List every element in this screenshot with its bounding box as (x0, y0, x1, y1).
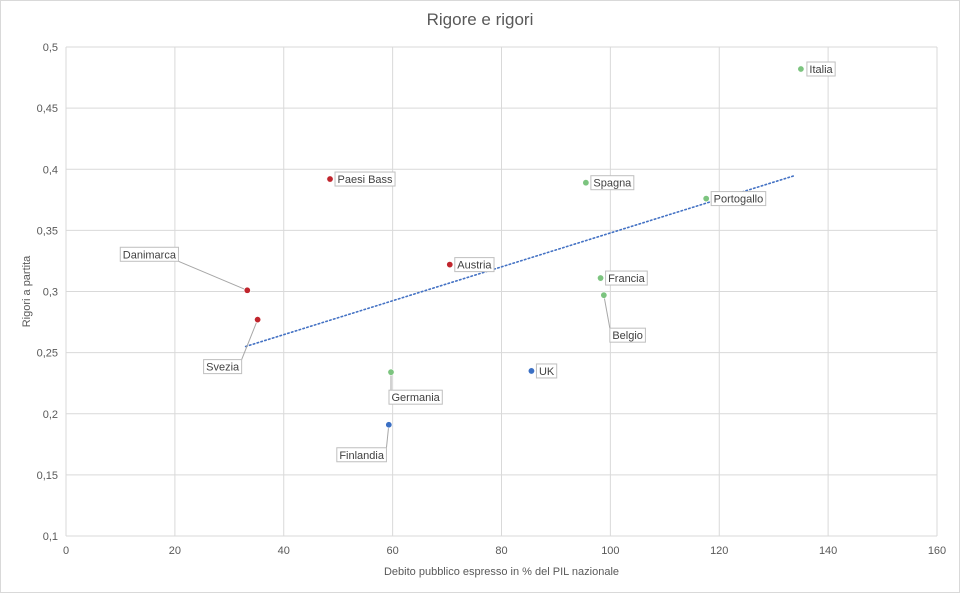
x-tick-label: 0 (63, 545, 69, 557)
data-label-box (388, 389, 443, 405)
data-label-box (119, 246, 179, 262)
data-label-box (609, 327, 646, 343)
y-tick-label: 0,2 (43, 409, 58, 421)
x-tick-label: 20 (169, 545, 181, 557)
x-tick-label: 80 (495, 545, 507, 557)
x-tick-label: 160 (928, 545, 946, 557)
y-tick-label: 0,1 (43, 531, 58, 543)
trend-line (244, 174, 797, 348)
data-label-box (806, 61, 836, 77)
data-label-box (336, 447, 387, 463)
data-label-box (535, 363, 558, 379)
leader-line (241, 319, 259, 360)
data-label: Spagna (593, 178, 632, 190)
y-tick-label: 0,5 (43, 42, 58, 54)
data-label: Paesi Bass (338, 174, 394, 186)
y-tick-label: 0,3 (43, 287, 58, 299)
y-tick-label: 0,15 (37, 470, 58, 482)
leader-line (178, 260, 248, 291)
data-point[interactable] (702, 195, 710, 203)
data-label: Italia (809, 64, 833, 76)
data-label: Belgio (612, 330, 643, 342)
x-tick-label: 120 (710, 545, 728, 557)
data-point[interactable] (527, 367, 535, 375)
leader-line (385, 424, 390, 448)
chart-title: Rigore e rigori (426, 10, 534, 29)
x-tick-label: 40 (278, 545, 290, 557)
data-label-box (454, 257, 495, 273)
data-label: Svezia (206, 362, 240, 374)
data-point[interactable] (385, 421, 393, 429)
x-tick-label: 60 (387, 545, 399, 557)
data-label: Austria (457, 260, 492, 272)
data-label: Portogallo (714, 194, 764, 206)
data-label-box (334, 171, 396, 187)
data-label: UK (539, 366, 555, 378)
data-point[interactable] (387, 368, 395, 376)
y-tick-label: 0,45 (37, 103, 58, 115)
data-point[interactable] (597, 274, 605, 282)
data-label: Finlandia (339, 450, 385, 462)
y-tick-label: 0,4 (43, 164, 58, 176)
data-label-box (590, 175, 635, 191)
data-label-box (605, 270, 648, 286)
leader-line (603, 295, 611, 329)
data-label: Francia (608, 273, 646, 285)
y-tick-label: 0,25 (37, 348, 58, 360)
data-label: Germania (391, 392, 440, 404)
x-tick-label: 100 (601, 545, 619, 557)
data-point[interactable] (446, 261, 454, 269)
y-axis-title: Rigori a partita (21, 255, 33, 327)
x-tick-label: 140 (819, 545, 837, 557)
data-label-box (710, 191, 767, 207)
y-tick-label: 0,35 (37, 225, 58, 237)
x-axis-title: Debito pubblico espresso in % del PIL na… (384, 566, 619, 578)
data-point[interactable] (600, 291, 608, 299)
data-point[interactable] (326, 175, 334, 183)
data-label-box (203, 359, 243, 375)
data-point[interactable] (243, 286, 251, 294)
data-point[interactable] (582, 179, 590, 187)
data-point[interactable] (797, 65, 805, 73)
data-point[interactable] (254, 316, 262, 324)
data-label: Danimarca (123, 249, 177, 261)
